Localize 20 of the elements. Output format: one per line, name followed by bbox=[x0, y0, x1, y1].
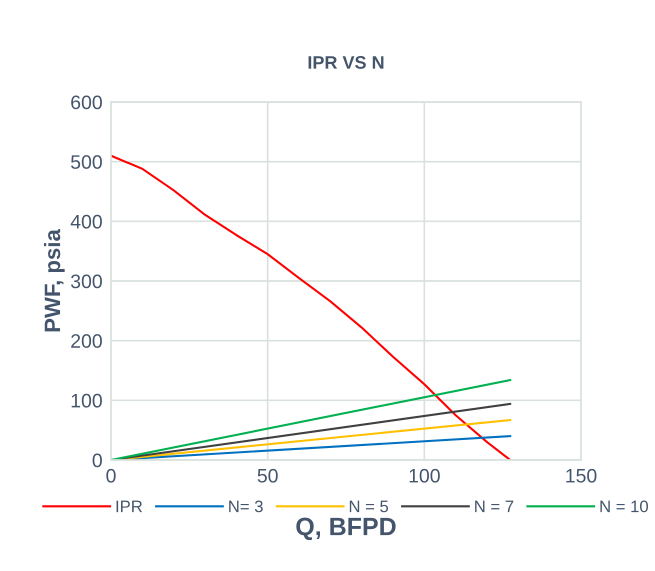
legend-label: IPR bbox=[116, 500, 142, 512]
legend-label: N = 7 bbox=[475, 500, 514, 512]
x-tick-label: 50 bbox=[258, 468, 278, 483]
chart-title: IPR VS N bbox=[308, 56, 384, 69]
legend-label: N = 10 bbox=[600, 500, 648, 512]
line-series bbox=[111, 154, 512, 460]
y-tick-label: 400 bbox=[70, 214, 102, 229]
x-axis-title: Q, BFPD bbox=[296, 518, 396, 540]
y-tick-label: 100 bbox=[72, 394, 102, 408]
y-axis-title: PWF, psia bbox=[44, 229, 65, 332]
y-tick-label: 600 bbox=[71, 95, 102, 110]
x-tick-label: 100 bbox=[410, 468, 440, 483]
legend-label: N= 3 bbox=[229, 500, 263, 512]
y-tick-label: 200 bbox=[71, 334, 102, 348]
y-tick-label: 300 bbox=[70, 274, 102, 288]
legend-label: N = 5 bbox=[350, 500, 388, 512]
y-tick-label: 0 bbox=[92, 453, 102, 468]
x-tick-label: 0 bbox=[106, 468, 116, 483]
y-tick-label: 500 bbox=[71, 155, 102, 169]
x-tick-label: 150 bbox=[566, 468, 596, 483]
